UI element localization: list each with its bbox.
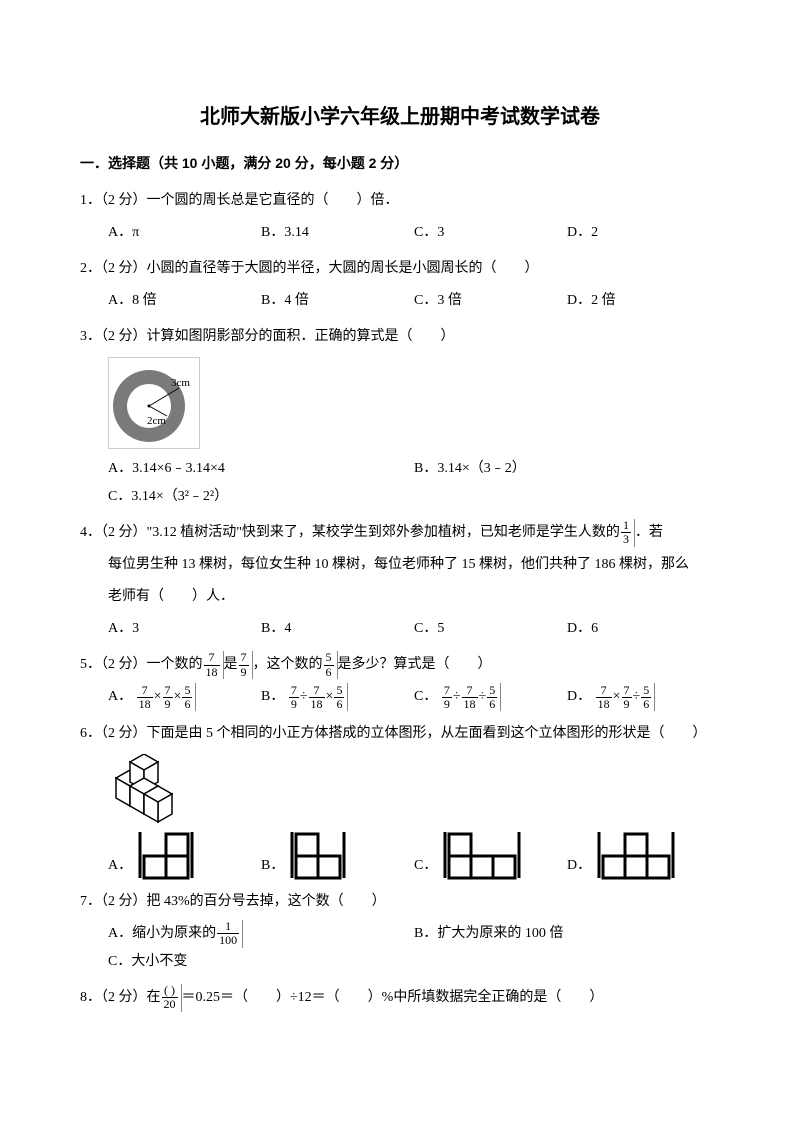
q6-opt-d: D． <box>567 830 720 880</box>
q2-opt-c: C．3 倍 <box>414 287 567 315</box>
q4-line1: 4．（2 分）"3.12 植树活动"快到来了，某校学生到郊外参加植树，已知老师是… <box>80 519 720 547</box>
q6-opt-c: C． <box>414 830 567 880</box>
q4-opt-d: D．6 <box>567 615 720 643</box>
q8-text: 8．（2 分）在( )20＝0.25＝（ ）÷12＝（ ）%中所填数据完全正确的… <box>80 984 720 1012</box>
q6-opt-a: A． <box>108 830 261 880</box>
q4-opt-b: B．4 <box>261 615 414 643</box>
q4-frac: 13 <box>621 519 631 546</box>
question-1: 1．（2 分）一个圆的周长总是它直径的（ ）倍． A．π B．3.14 C．3 … <box>80 187 720 247</box>
q6-figure <box>108 754 720 824</box>
question-6: 6．（2 分）下面是由 5 个相同的小正方体搭成的立体图形，从左面看到这个立体图… <box>80 720 720 880</box>
q7-opt-c: C．大小不变 <box>108 948 414 976</box>
q7-opt-a: A．缩小为原来的1100 <box>108 920 414 948</box>
q4-opt-a: A．3 <box>108 615 261 643</box>
page-title: 北师大新版小学六年级上册期中考试数学试卷 <box>80 100 720 129</box>
q2-opt-d: D．2 倍 <box>567 287 720 315</box>
q3-figure: 3cm 2cm <box>108 357 200 449</box>
q3-outer-label: 3cm <box>171 377 190 389</box>
q7-opt-b: B．扩大为原来的 100 倍 <box>414 920 720 948</box>
q1-text: 1．（2 分）一个圆的周长总是它直径的（ ）倍． <box>80 187 720 215</box>
q5-text: 5．（2 分）一个数的718是79，这个数的56是多少？算式是（ ） <box>80 651 720 679</box>
q1-opt-b: B．3.14 <box>261 219 414 247</box>
q5-opt-b: B． 79÷718×56 <box>261 683 414 711</box>
q7-text: 7．（2 分）把 43%的百分号去掉，这个数（ ） <box>80 888 720 916</box>
q5-opt-a: A． 718×79×56 <box>108 683 261 711</box>
section-header: 一．选择题（共 10 小题，满分 20 分，每小题 2 分） <box>80 153 720 173</box>
q3-opt-c: C．3.14×（3²﹣2²） <box>108 483 414 511</box>
q1-opt-d: D．2 <box>567 219 720 247</box>
q4-line1b: ．若 <box>635 525 663 540</box>
q3-text: 3．（2 分）计算如图阴影部分的面积．正确的算式是（ ） <box>80 323 720 351</box>
question-7: 7．（2 分）把 43%的百分号去掉，这个数（ ） A．缩小为原来的1100 B… <box>80 888 720 976</box>
q4-line1a: 4．（2 分）"3.12 植树活动"快到来了，某校学生到郊外参加植树，已知老师是… <box>80 525 620 540</box>
q3-inner-label: 2cm <box>147 415 166 427</box>
question-3: 3．（2 分）计算如图阴影部分的面积．正确的算式是（ ） 3cm 2cm A．3… <box>80 323 720 511</box>
q3-opt-a: A．3.14×6﹣3.14×4 <box>108 455 414 483</box>
question-4: 4．（2 分）"3.12 植树活动"快到来了，某校学生到郊外参加植树，已知老师是… <box>80 519 720 643</box>
q4-opt-c: C．5 <box>414 615 567 643</box>
q5-opt-c: C． 79÷718÷56 <box>414 683 567 711</box>
q1-opt-c: C．3 <box>414 219 567 247</box>
q1-opt-a: A．π <box>108 219 261 247</box>
question-2: 2．（2 分）小圆的直径等于大圆的半径，大圆的周长是小圆周长的（ ） A．8 倍… <box>80 255 720 315</box>
q4-line3: 老师有（ ）人． <box>80 583 720 611</box>
q6-options: A． B． C． D． <box>80 830 720 880</box>
q5-opt-d: D． 718×79÷56 <box>567 683 720 711</box>
q6-opt-b: B． <box>261 830 414 880</box>
question-8: 8．（2 分）在( )20＝0.25＝（ ）÷12＝（ ）%中所填数据完全正确的… <box>80 984 720 1012</box>
question-5: 5．（2 分）一个数的718是79，这个数的56是多少？算式是（ ） A． 71… <box>80 651 720 711</box>
q4-line2: 每位男生种 13 棵树，每位女生种 10 棵树，每位老师种了 15 棵树，他们共… <box>80 551 720 579</box>
q6-text: 6．（2 分）下面是由 5 个相同的小正方体搭成的立体图形，从左面看到这个立体图… <box>80 720 720 748</box>
q2-text: 2．（2 分）小圆的直径等于大圆的半径，大圆的周长是小圆周长的（ ） <box>80 255 720 283</box>
q2-opt-a: A．8 倍 <box>108 287 261 315</box>
q3-opt-b: B．3.14×（3﹣2） <box>414 455 720 483</box>
q2-opt-b: B．4 倍 <box>261 287 414 315</box>
